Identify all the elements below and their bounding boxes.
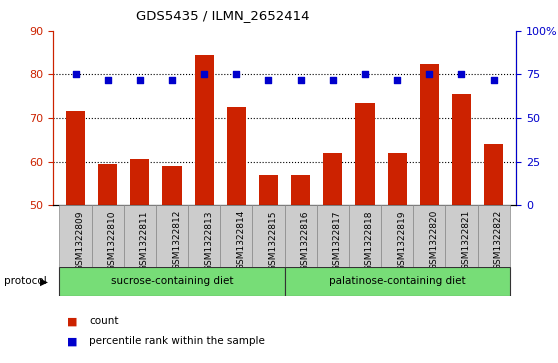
Text: GSM1322813: GSM1322813 <box>204 210 213 270</box>
Point <box>232 72 241 77</box>
Bar <box>317 205 349 267</box>
Point <box>264 77 273 82</box>
Bar <box>66 111 85 205</box>
Text: GSM1322816: GSM1322816 <box>301 210 310 270</box>
Bar <box>420 64 439 205</box>
Text: GSM1322817: GSM1322817 <box>333 210 342 270</box>
Bar <box>285 205 317 267</box>
Text: GSM1322821: GSM1322821 <box>461 210 470 270</box>
Bar <box>355 103 374 205</box>
Text: sucrose-containing diet: sucrose-containing diet <box>110 276 233 286</box>
Text: GSM1322810: GSM1322810 <box>108 210 117 270</box>
Bar <box>285 267 509 296</box>
Point <box>425 72 434 77</box>
Bar <box>252 205 285 267</box>
Bar <box>130 159 150 205</box>
Point <box>328 77 337 82</box>
Point <box>136 77 145 82</box>
Text: count: count <box>89 316 119 326</box>
Bar <box>156 205 188 267</box>
Point <box>360 72 369 77</box>
Text: GSM1322822: GSM1322822 <box>494 210 503 270</box>
Bar <box>387 153 407 205</box>
Bar <box>381 205 413 267</box>
Bar <box>413 205 445 267</box>
Text: GSM1322819: GSM1322819 <box>397 210 406 270</box>
Point <box>103 77 112 82</box>
Text: ■: ■ <box>67 316 78 326</box>
Text: protocol: protocol <box>4 276 47 286</box>
Point <box>457 72 466 77</box>
Bar <box>162 166 182 205</box>
Point <box>393 77 402 82</box>
Bar <box>452 94 471 205</box>
Bar <box>323 153 343 205</box>
Text: GSM1322818: GSM1322818 <box>365 210 374 270</box>
Bar <box>445 205 478 267</box>
Point <box>296 77 305 82</box>
Text: GSM1322811: GSM1322811 <box>140 210 149 270</box>
Bar <box>92 205 124 267</box>
Text: GDS5435 / ILMN_2652414: GDS5435 / ILMN_2652414 <box>137 9 310 22</box>
Bar <box>484 144 503 205</box>
Text: GSM1322814: GSM1322814 <box>237 210 246 270</box>
Point <box>71 72 80 77</box>
Point <box>167 77 176 82</box>
Text: GSM1322812: GSM1322812 <box>172 210 181 270</box>
Bar <box>291 175 310 205</box>
Bar <box>124 205 156 267</box>
Point <box>489 77 498 82</box>
Text: ▶: ▶ <box>40 276 48 286</box>
Bar <box>478 205 509 267</box>
Text: GSM1322820: GSM1322820 <box>429 210 439 270</box>
Text: GSM1322815: GSM1322815 <box>268 210 277 270</box>
Bar <box>60 267 285 296</box>
Bar <box>220 205 252 267</box>
Text: percentile rank within the sample: percentile rank within the sample <box>89 336 265 346</box>
Text: ■: ■ <box>67 336 78 346</box>
Bar <box>188 205 220 267</box>
Text: GSM1322809: GSM1322809 <box>75 210 84 270</box>
Bar <box>195 55 214 205</box>
Bar <box>349 205 381 267</box>
Bar <box>98 164 117 205</box>
Text: palatinose-containing diet: palatinose-containing diet <box>329 276 465 286</box>
Bar <box>259 175 278 205</box>
Bar <box>227 107 246 205</box>
Bar <box>60 205 92 267</box>
Point <box>200 72 209 77</box>
